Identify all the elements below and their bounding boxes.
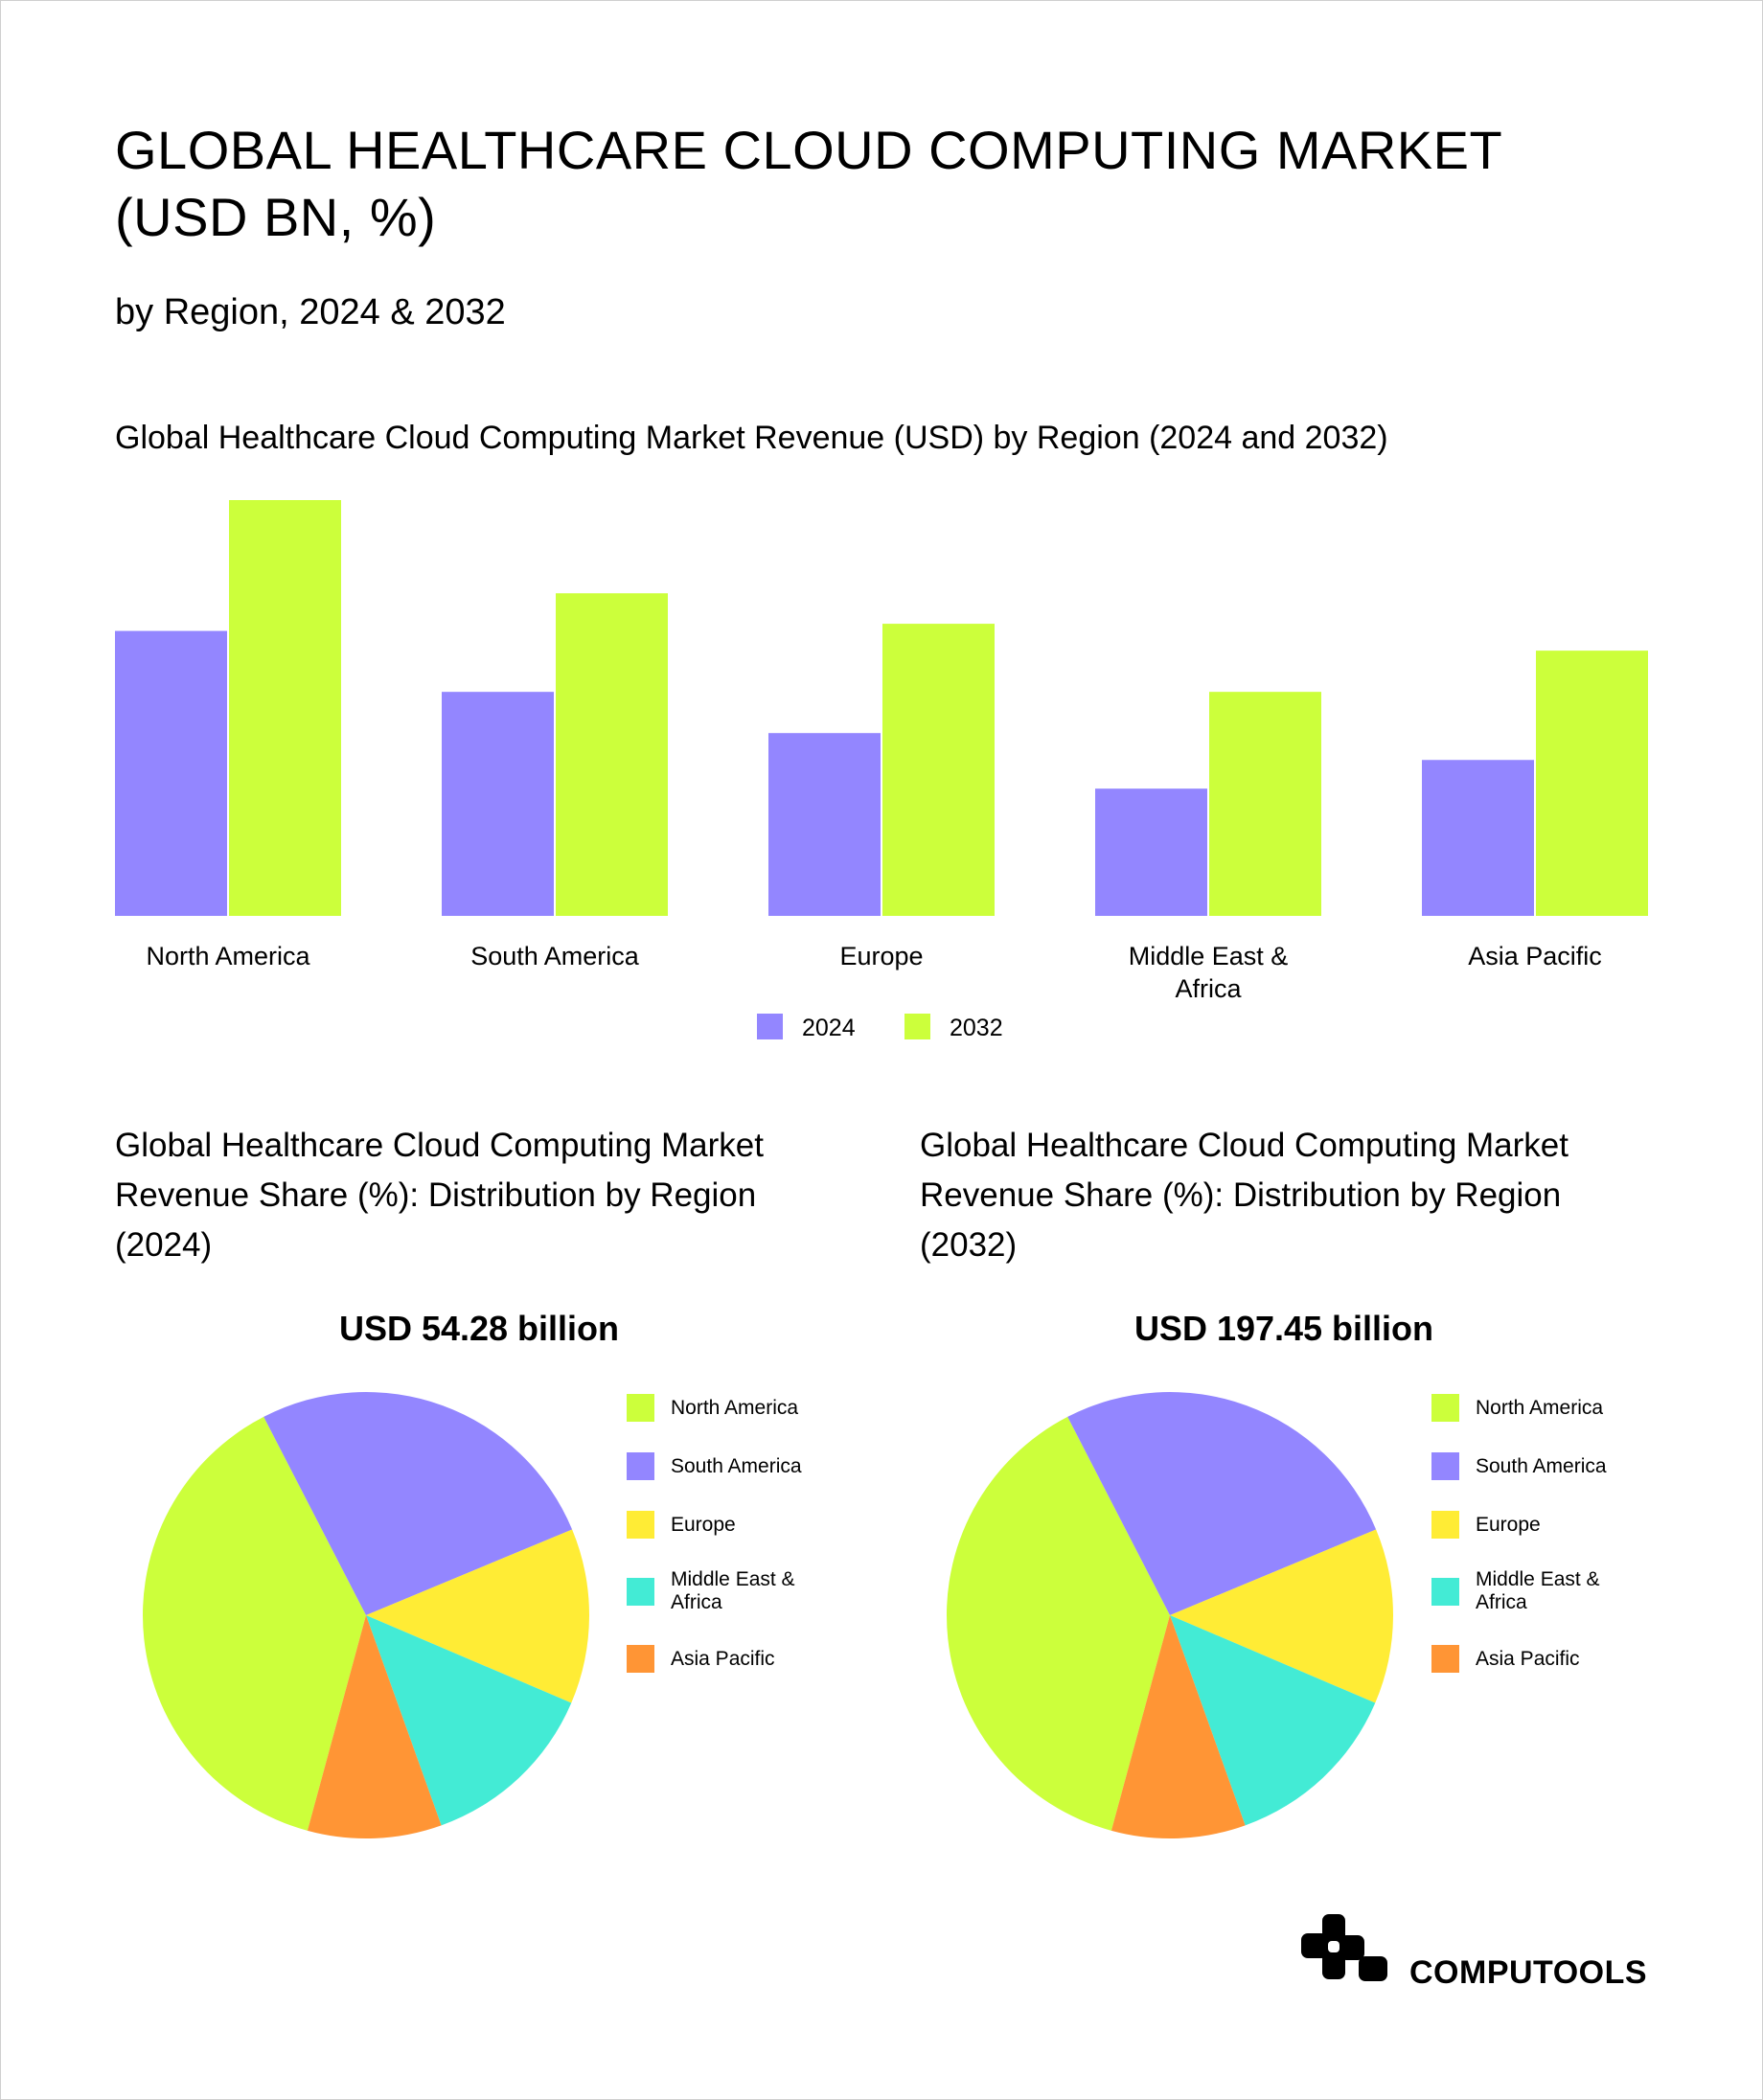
- bar-2032-1: [556, 593, 668, 916]
- pie-slice-asia-pacific: [1110, 1615, 1246, 1838]
- legend-label-2032: 2032: [950, 1015, 1003, 1041]
- pie-title-line: Revenue Share (%): Distribution by Regio…: [115, 1176, 757, 1214]
- category-label: Europe: [839, 942, 923, 970]
- pie-slice-north-america: [947, 1416, 1170, 1831]
- legend-label: Asia Pacific: [671, 1648, 775, 1670]
- pie-title-line: Global Healthcare Cloud Computing Market: [115, 1127, 764, 1164]
- legend-label: South America: [1476, 1455, 1607, 1477]
- legend-swatch: [627, 1578, 654, 1606]
- pie-slice-middle-east-africa: [1170, 1615, 1376, 1826]
- legend-swatch-2024: [757, 1014, 783, 1039]
- legend-label: Europe: [671, 1514, 736, 1536]
- title-line-1: GLOBAL HEALTHCARE CLOUD COMPUTING MARKET: [115, 120, 1503, 180]
- pie-slice-south-america: [263, 1392, 573, 1615]
- pie-chart-2024: [143, 1392, 589, 1838]
- bar-2032-4: [1536, 651, 1648, 916]
- legend-label: Europe: [1476, 1514, 1541, 1536]
- title-line-2: (USD BN, %): [115, 187, 437, 247]
- category-label: South America: [470, 942, 640, 970]
- legend-label: South America: [671, 1455, 802, 1477]
- bar-2032-0: [229, 500, 341, 916]
- pie-chart-2024-title: Global Healthcare Cloud Computing Market…: [115, 1121, 843, 1270]
- legend-label: Asia Pacific: [1476, 1648, 1580, 1670]
- category-label: North America: [146, 942, 310, 970]
- legend-swatch: [627, 1645, 654, 1673]
- legend-label-2024: 2024: [802, 1015, 856, 1041]
- bar-2024-4: [1422, 760, 1534, 916]
- bar-2024-2: [768, 733, 881, 916]
- pie-slice-asia-pacific: [307, 1615, 442, 1838]
- legend-swatch: [1431, 1452, 1459, 1480]
- legend-swatch: [627, 1452, 654, 1480]
- legend-swatch: [627, 1511, 654, 1539]
- legend-swatch: [1431, 1645, 1459, 1673]
- brand-name: COMPUTOOLS: [1409, 1954, 1648, 1991]
- bar-2024-1: [442, 692, 554, 916]
- pie-slice-south-america: [1067, 1392, 1377, 1615]
- bar-chart-title: Global Healthcare Cloud Computing Market…: [115, 420, 1388, 456]
- category-label: Middle East &: [1129, 942, 1289, 970]
- pie-2032-total: USD 197.45 billion: [1133, 1309, 1434, 1348]
- bar-chart: North America South America Europe Middle E…: [115, 500, 1648, 1041]
- pie-chart-2032: [947, 1392, 1393, 1838]
- pie-slice-north-america: [143, 1416, 366, 1831]
- bar-2024-3: [1095, 788, 1207, 916]
- bar-2024-0: [115, 630, 227, 916]
- pie-title-line: (2024): [115, 1226, 213, 1264]
- legend-swatch-2032: [904, 1014, 930, 1039]
- category-label: Africa: [1175, 974, 1242, 1003]
- legend-swatch: [627, 1394, 654, 1422]
- computools-logo-icon: [1301, 1914, 1387, 1981]
- pie-2024-total: USD 54.28 billion: [338, 1309, 620, 1348]
- page-title: GLOBAL HEALTHCARE CLOUD COMPUTING MARKET…: [115, 117, 1648, 251]
- category-label: Asia Pacific: [1468, 942, 1602, 970]
- bar-2032-3: [1209, 692, 1321, 916]
- legend-swatch: [1431, 1394, 1459, 1422]
- page-subtitle: by Region, 2024 & 2032: [115, 292, 506, 332]
- legend-label: North America: [671, 1397, 799, 1419]
- pie-chart-2032-title: Global Healthcare Cloud Computing Market…: [920, 1121, 1648, 1270]
- pie-title-line: Global Healthcare Cloud Computing Market: [920, 1127, 1568, 1164]
- legend-swatch: [1431, 1578, 1459, 1606]
- pie-slice-europe: [366, 1529, 589, 1703]
- legend-label: Middle East & Africa: [671, 1568, 795, 1613]
- pie-slice-middle-east-africa: [366, 1615, 572, 1826]
- legend-label: North America: [1476, 1397, 1604, 1419]
- pie-slice-europe: [1170, 1529, 1393, 1703]
- legend-label: Middle East & Africa: [1476, 1568, 1600, 1613]
- pie-title-line: Revenue Share (%): Distribution by Regio…: [920, 1176, 1562, 1214]
- pie-title-line: (2032): [920, 1226, 1018, 1264]
- legend-swatch: [1431, 1511, 1459, 1539]
- bar-2032-2: [882, 624, 995, 916]
